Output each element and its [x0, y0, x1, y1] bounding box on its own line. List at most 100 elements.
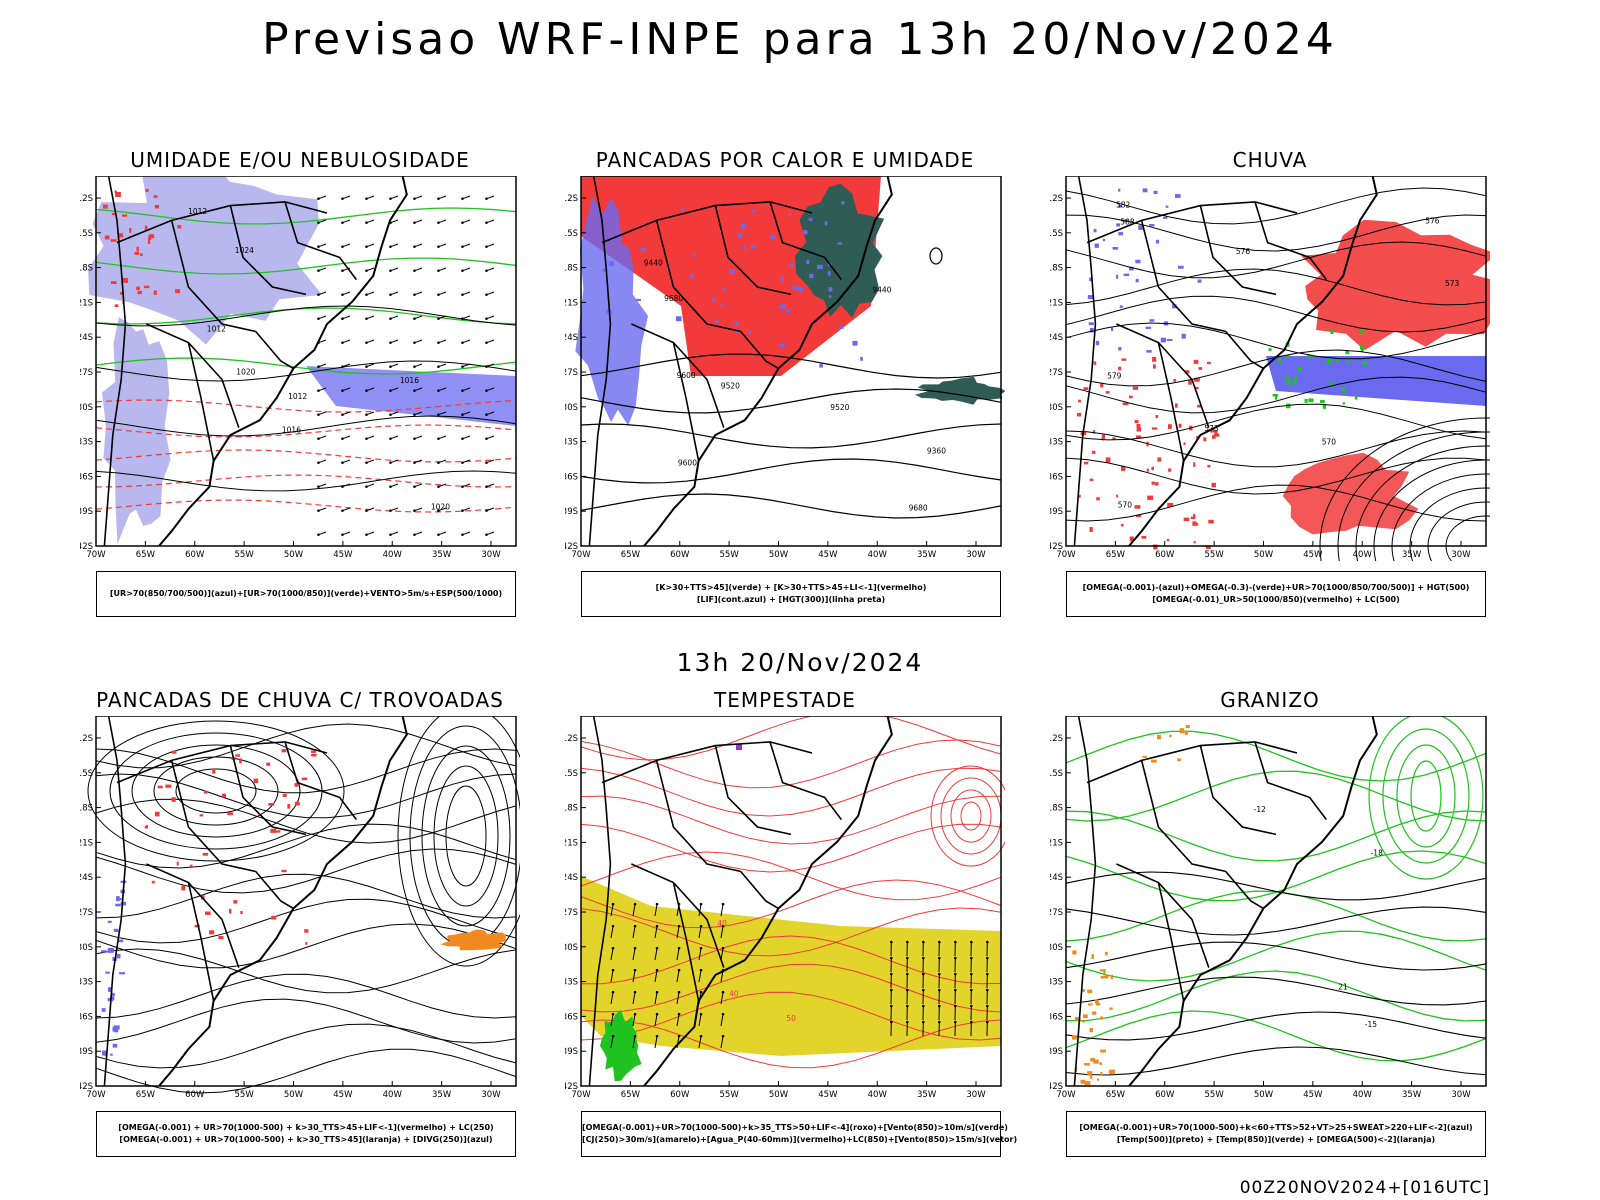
wind-vector	[318, 267, 327, 272]
lifted-index-speckle	[837, 242, 843, 245]
wind-vector	[610, 992, 614, 1005]
wind-vector	[438, 435, 447, 440]
divergence-speckle	[105, 971, 110, 974]
wind-vector	[390, 291, 399, 296]
lon-label: 30W	[481, 1090, 501, 1100]
wind-vector	[438, 219, 447, 224]
omega-500-speckle	[1090, 1075, 1093, 1079]
omega-speckle	[1118, 205, 1122, 208]
wind-vector	[390, 531, 399, 536]
omega-500-speckle	[1084, 1081, 1091, 1086]
country-border	[1224, 330, 1264, 370]
omega-500-speckle	[1084, 1063, 1090, 1066]
country-border	[672, 342, 700, 462]
wind-vector-head	[633, 1012, 637, 1016]
lon-label: 70W	[571, 1090, 591, 1100]
wind-vector-head	[485, 365, 488, 368]
lat-label: 21S	[565, 838, 578, 848]
omega-speckle	[1138, 225, 1144, 230]
wind-vector-head	[937, 1004, 941, 1008]
wind-vector-head	[905, 940, 909, 944]
wind-vector	[610, 904, 614, 917]
lifted-index-speckle	[770, 235, 776, 239]
rain-speckle	[1207, 361, 1211, 365]
lon-label: 30W	[1451, 1090, 1471, 1100]
contour-label: 9520	[830, 403, 849, 412]
temp-500-contour	[1065, 1011, 1487, 1041]
thunderstorm-speckle	[212, 769, 216, 774]
omega-speckle-green	[1330, 329, 1334, 334]
wind-vector-head	[655, 968, 659, 972]
wind-vector	[390, 507, 399, 512]
omega-speckle	[1116, 223, 1121, 227]
thunderstorm-speckle	[151, 880, 155, 884]
lat-label: 15S	[80, 769, 93, 779]
lifted-index-speckle	[729, 269, 735, 274]
lon-label: 45W	[1303, 550, 1323, 560]
legend-line: [UR>70(850/700/500)](azul)+[UR>70(1000/8…	[109, 589, 503, 598]
omega-speckle-green	[1330, 382, 1333, 387]
wind-vector-head	[969, 1004, 973, 1008]
lon-label: 65W	[621, 550, 641, 560]
rain-speckle	[1152, 357, 1157, 362]
rain-speckle	[1151, 466, 1154, 471]
omega-500-speckle	[1151, 759, 1157, 763]
lat-label: 39S	[80, 1047, 93, 1057]
legend-line: [Temp(500)](preto) + [Temp(850)](verde) …	[1116, 1135, 1436, 1144]
wind-vector	[390, 435, 399, 440]
wind-vector-head	[699, 946, 703, 950]
lifted-index-speckle	[798, 287, 804, 293]
rain-speckle	[1091, 450, 1096, 454]
lifted-index-speckle	[780, 277, 784, 282]
lat-label: 21S	[1050, 298, 1063, 308]
rain-speckle	[1089, 527, 1093, 532]
wind-vector-head	[969, 956, 973, 960]
wind-vector-head	[317, 509, 320, 512]
omega-speckle-green	[1360, 347, 1364, 353]
lon-label: 45W	[333, 1090, 353, 1100]
contour-label: 9520	[721, 382, 740, 391]
wind-vector	[462, 195, 471, 200]
contour-label: 40	[729, 990, 739, 999]
wind-vector	[632, 948, 636, 961]
humidity-area-blue	[88, 176, 322, 345]
wind-vector-head	[985, 1020, 989, 1024]
thunderstorm-speckle	[294, 783, 299, 787]
wind-vector-head	[461, 389, 464, 392]
west-coastline	[1073, 716, 1097, 1087]
lon-label: 60W	[1155, 550, 1175, 560]
wind-vector	[486, 243, 495, 248]
wind-vector	[366, 291, 375, 296]
omega-speckle	[1135, 278, 1139, 283]
wind-vector	[342, 459, 351, 464]
wind-vector-head	[953, 956, 957, 960]
lat-label: 42S	[80, 1082, 93, 1092]
lifted-index-speckle	[690, 273, 693, 279]
lifted-index-speckle	[808, 218, 813, 221]
geopotential-contour	[1065, 403, 1487, 441]
country-border	[1199, 745, 1277, 836]
wind-vector	[438, 315, 447, 320]
lifted-index-speckle	[786, 310, 791, 313]
legend-line: [OMEGA(-0.001) + UR>70(1000-500) + k>30_…	[118, 1123, 494, 1132]
wind-vector-head	[937, 972, 941, 976]
rain-speckle	[1151, 427, 1158, 430]
lon-label: 35W	[432, 550, 452, 560]
wind-vector	[462, 243, 471, 248]
wind-vector-head	[985, 972, 989, 976]
rain-speckle	[153, 195, 158, 198]
lat-label: 15S	[80, 229, 93, 239]
country-border	[1140, 760, 1226, 873]
wind-vector-head	[485, 413, 488, 416]
precipitable-water-contour	[580, 879, 1002, 929]
wind-vector-head	[461, 293, 464, 296]
lon-label: 50W	[1254, 1090, 1274, 1100]
geopotential-contour	[1065, 484, 1487, 522]
lon-label: 35W	[432, 1090, 452, 1100]
panel-title: UMIDADE E/OU NEBULOSIDADE	[130, 148, 470, 172]
wind-vector-head	[889, 988, 893, 992]
wind-vector	[366, 411, 375, 416]
omega-speckle	[1087, 295, 1094, 299]
wind-vector-head	[365, 341, 368, 344]
wind-vector-head	[413, 341, 416, 344]
